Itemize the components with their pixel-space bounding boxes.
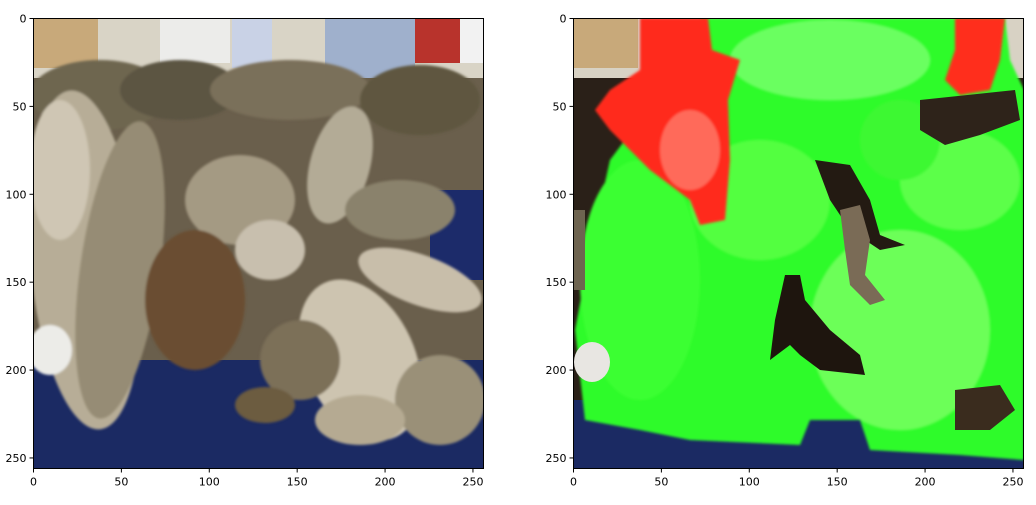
- segmentation-overlay-xtick-label: 100: [739, 476, 760, 489]
- original-image-ytick-label: 150: [6, 276, 27, 289]
- segmentation-overlay-ytick-label: 100: [546, 188, 567, 201]
- original-image-xtick-label: 250: [462, 476, 483, 489]
- segmentation-overlay-xtick-label: 0: [570, 476, 577, 489]
- segmentation-overlay-ytick-label: 250: [546, 452, 567, 465]
- segmentation-overlay-frame: [573, 18, 1024, 469]
- original-image-xtick-label: 100: [199, 476, 220, 489]
- segmentation-overlay-ytick-label: 0: [560, 13, 567, 26]
- segmentation-overlay-xtick-label: 50: [654, 476, 668, 489]
- segmentation-overlay: [573, 18, 1024, 469]
- original-image: [33, 18, 484, 469]
- original-image-xtick-label: 150: [287, 476, 308, 489]
- segmentation-overlay-xtick-label: 150: [827, 476, 848, 489]
- segmentation-overlay-xtick-label: 200: [915, 476, 936, 489]
- segmentation-overlay-ytick-label: 200: [546, 364, 567, 377]
- original-image-ytick-label: 250: [6, 452, 27, 465]
- segmentation-overlay-ytick-label: 50: [553, 100, 567, 113]
- segmentation-overlay-ytick-label: 150: [546, 276, 567, 289]
- original-image-ytick-label: 0: [20, 13, 27, 26]
- original-image-ytick-label: 200: [6, 364, 27, 377]
- original-image-xtick-label: 200: [375, 476, 396, 489]
- original-image-xtick-label: 0: [30, 476, 37, 489]
- original-image-frame: [33, 18, 484, 469]
- original-image-ytick-label: 100: [6, 188, 27, 201]
- original-image-ytick-label: 50: [13, 100, 27, 113]
- original-image-xtick-label: 50: [114, 476, 128, 489]
- segmentation-overlay-xtick-label: 250: [1002, 476, 1023, 489]
